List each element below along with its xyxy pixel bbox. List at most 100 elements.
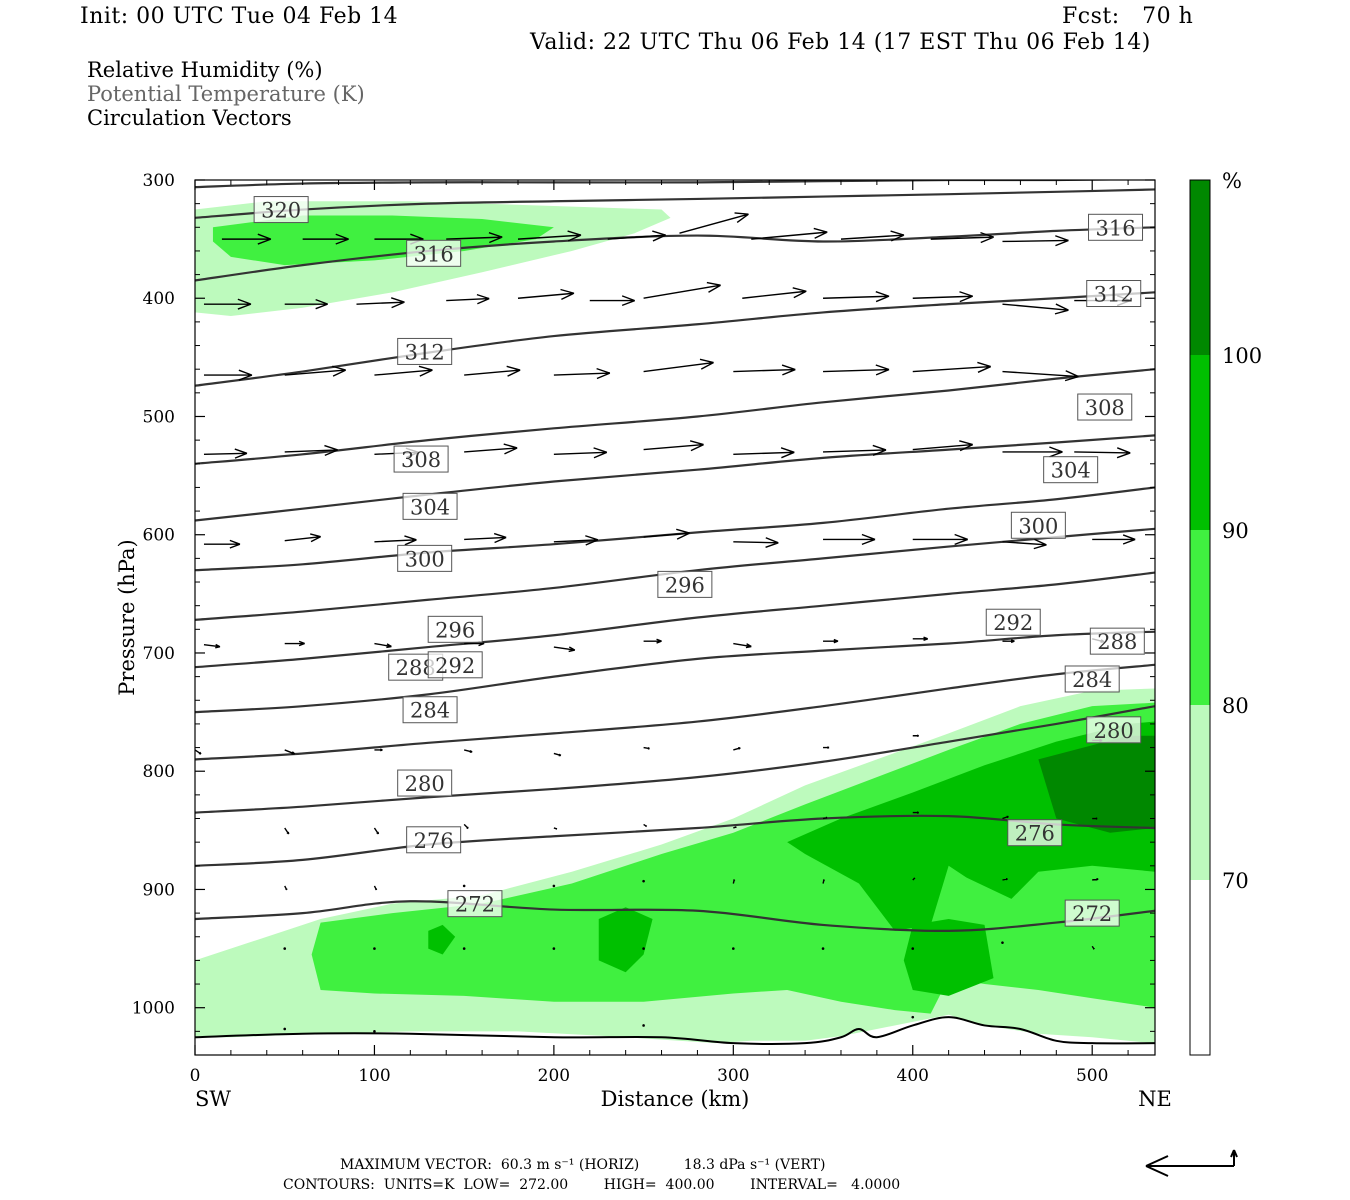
theta-label-304: 304 [1051, 459, 1091, 483]
theta-label-box [1064, 899, 1120, 927]
circulation-vector [284, 444, 338, 457]
circulation-vector [464, 443, 518, 455]
colorbar-segment-2 [1190, 530, 1210, 705]
theta-label-284: 284 [410, 699, 450, 723]
colorbar-label-100: 100 [1222, 344, 1262, 368]
circulation-vector [553, 646, 576, 653]
y-tick-label: 400 [143, 289, 175, 309]
theta-contour-272 [195, 900, 1155, 932]
circulation-vector [643, 440, 704, 452]
circulation-vector [823, 444, 887, 456]
theta-label-316: 316 [1095, 216, 1135, 240]
circulation-vector [1002, 878, 1008, 881]
circulation-vector [912, 734, 920, 738]
theta-label-292: 292 [435, 654, 475, 678]
circulation-vector [751, 227, 828, 240]
theta-label-box [406, 826, 462, 854]
plot-frame [194, 179, 1156, 1056]
y-tick-label: 500 [143, 407, 175, 427]
colorbar-frame [1189, 179, 1211, 1056]
circulation-vector [912, 291, 974, 303]
colorbar-label-80: 80 [1222, 694, 1249, 718]
circulation-vector [1074, 447, 1131, 459]
max-vector-info: MAXIMUM VECTOR: 60.3 m s⁻¹ (HORIZ) 18.3 … [340, 1157, 826, 1173]
circulation-vector [284, 365, 347, 377]
x-tick-label: 500 [1076, 1066, 1108, 1086]
circulation-vector [912, 811, 920, 814]
circulation-vector [732, 879, 736, 884]
theta-label-308: 308 [401, 448, 441, 472]
circulation-vector [840, 230, 905, 242]
circulation-vector [733, 747, 741, 751]
colorbar-segment-1 [1190, 705, 1210, 880]
theta-label-box [1064, 665, 1120, 693]
circulation-vector [284, 298, 328, 310]
circulation-vector [203, 643, 221, 649]
circulation-vector [374, 535, 417, 546]
circulation-vector [517, 288, 575, 300]
circulation-vector [823, 746, 830, 749]
circulation-vector [221, 233, 272, 245]
circulation-vector [1092, 817, 1098, 820]
theta-label-box [427, 615, 483, 643]
vector-dot [373, 947, 376, 950]
theta-label-box [1086, 716, 1142, 744]
circulation-vector [284, 533, 322, 543]
circulation-vector [912, 877, 916, 881]
vector-dot [1001, 941, 1004, 944]
circulation-vector [822, 816, 828, 820]
circulation-vector [284, 749, 296, 755]
theta-label-300: 300 [1018, 514, 1058, 538]
theta-label-288: 288 [1097, 630, 1137, 654]
theta-label-box [402, 696, 458, 724]
circulation-vector [374, 642, 392, 649]
rh-region-80-1 [212, 215, 554, 266]
y-tick-label: 800 [143, 762, 175, 782]
vector-dot [821, 947, 825, 950]
vector-dot [552, 947, 556, 950]
circulation-vector [733, 642, 752, 649]
circulation-vector [553, 535, 599, 546]
contours-info: CONTOURS: UNITS=K LOW= 272.00 HIGH= 400.… [283, 1177, 901, 1193]
circulation-vector [1002, 538, 1047, 550]
theta-contour-292 [195, 571, 1155, 669]
theta-contour-312 [195, 291, 1155, 387]
circulation-vector [679, 212, 749, 234]
theta-label-box [1007, 819, 1063, 847]
circulation-vector [374, 748, 383, 752]
circulation-vector [284, 640, 305, 647]
vector-dot [462, 947, 466, 950]
x-tick-label: 300 [717, 1066, 749, 1086]
theta-label-312: 312 [1094, 283, 1134, 307]
x-axis-label: Distance (km) [601, 1087, 750, 1111]
circulation-vector [373, 885, 378, 891]
theta-contour-284 [195, 663, 1155, 761]
theta-label-280: 280 [1094, 719, 1134, 743]
y-tick-label: 700 [143, 644, 175, 664]
rh-region-90-7 [598, 907, 653, 973]
theta-contour-316 [195, 226, 1155, 282]
theta-label-box [393, 445, 449, 473]
legend-rh: Relative Humidity (%) [87, 58, 323, 82]
theta-label-box [447, 890, 503, 918]
theta-label-box [1077, 393, 1133, 421]
colorbar-segment-0 [1190, 880, 1210, 1055]
theta-contour-304 [195, 434, 1155, 522]
circulation-vector [463, 823, 469, 830]
circulation-vector [446, 231, 503, 244]
circulation-vector [284, 885, 288, 891]
circulation-vector [912, 361, 992, 373]
theta-label-320: 320 [261, 199, 301, 223]
vector-dot [642, 1024, 645, 1027]
vector-dot [373, 1030, 376, 1033]
vector-dot [911, 1015, 915, 1019]
theta-label-box [397, 544, 453, 572]
circulation-vector [553, 447, 608, 459]
circulation-vector [589, 295, 636, 307]
rh-region-90-5 [903, 919, 994, 996]
circulation-vector [284, 827, 290, 835]
circulation-vector [607, 230, 667, 242]
vector-dot [732, 947, 735, 950]
theta-contour-layer [195, 180, 1155, 1045]
